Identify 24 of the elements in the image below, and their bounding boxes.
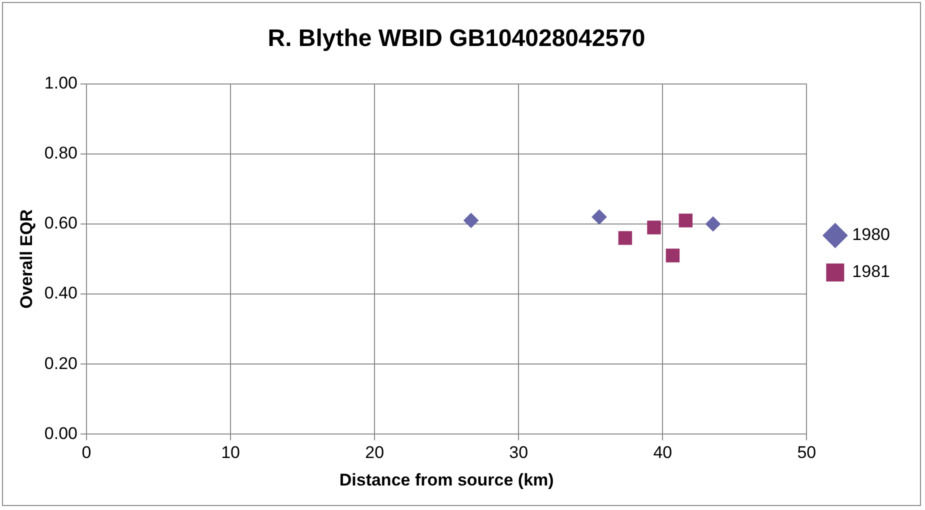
- x-tick-label: 10: [221, 443, 240, 462]
- point: [618, 231, 632, 245]
- chart-title: R. Blythe WBID GB104028042570: [268, 25, 646, 52]
- x-axis-title: Distance from source (km): [339, 470, 554, 490]
- y-tick-label: 0.20: [44, 354, 78, 373]
- point: [647, 220, 661, 234]
- point: [666, 248, 680, 262]
- y-tick-label: 0.80: [44, 144, 78, 163]
- x-tick-label: 0: [82, 443, 92, 462]
- y-tick-label: 1.00: [44, 73, 78, 92]
- legend-label: 1981: [852, 262, 890, 282]
- point: [706, 216, 721, 232]
- y-tick-label: 0.00: [44, 424, 78, 443]
- y-tick-label: 0.60: [44, 214, 78, 233]
- point: [464, 212, 479, 228]
- x-tick-label: 40: [653, 443, 672, 462]
- x-tick-label: 30: [509, 443, 528, 462]
- x-tick-label: 50: [797, 443, 816, 462]
- x-tick-label: 20: [365, 443, 384, 462]
- point: [592, 209, 607, 224]
- legend-label: 1980: [852, 225, 890, 244]
- y-axis-title: Overall EQR: [16, 209, 36, 309]
- point: [678, 214, 693, 228]
- y-tick-label: 0.40: [44, 284, 78, 303]
